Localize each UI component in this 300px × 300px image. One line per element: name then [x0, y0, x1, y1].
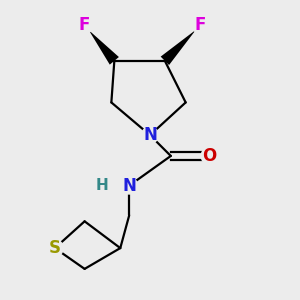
Circle shape [201, 148, 218, 164]
Text: S: S [49, 239, 61, 257]
Polygon shape [89, 30, 119, 64]
Circle shape [192, 17, 209, 34]
Circle shape [142, 127, 158, 143]
Text: O: O [202, 147, 217, 165]
Text: F: F [79, 16, 90, 34]
Circle shape [76, 17, 93, 34]
Text: F: F [195, 16, 206, 34]
Circle shape [46, 240, 63, 256]
Text: N: N [122, 177, 136, 195]
Polygon shape [161, 30, 196, 65]
Text: N: N [143, 126, 157, 144]
Text: H: H [96, 178, 109, 193]
Circle shape [121, 177, 137, 194]
